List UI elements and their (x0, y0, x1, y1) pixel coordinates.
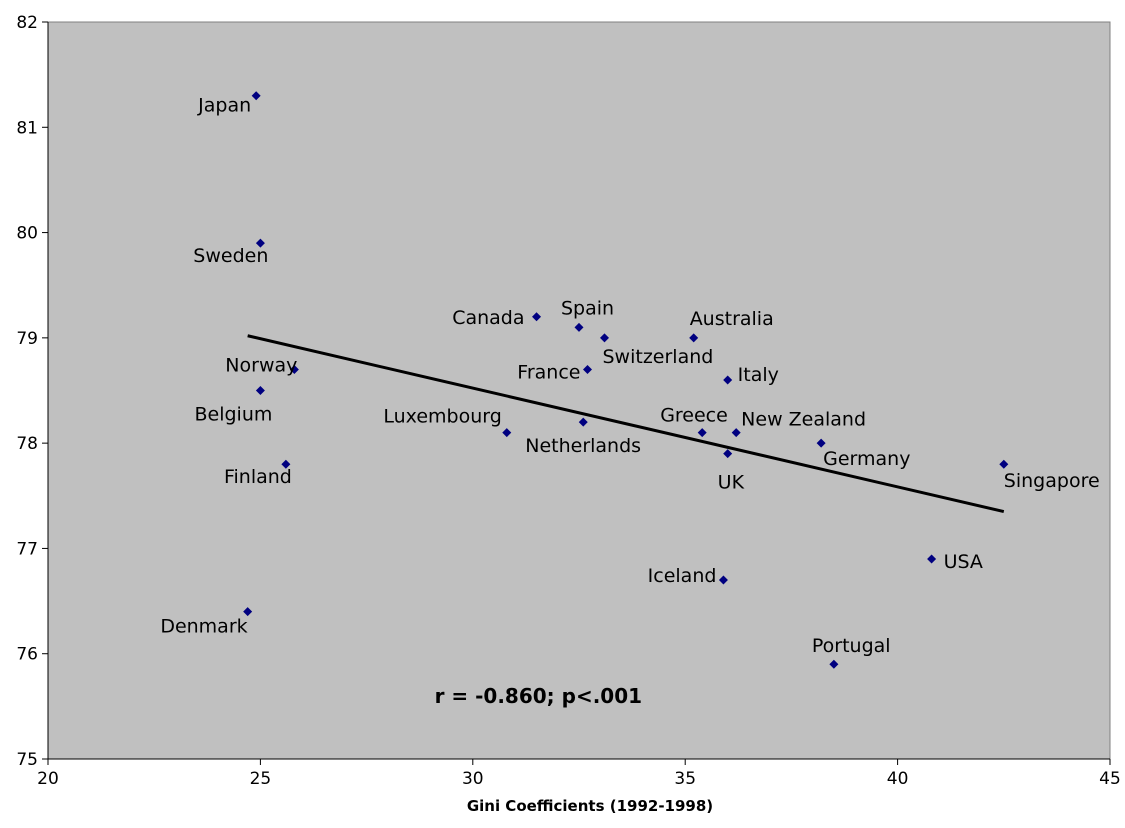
axis-ticks: 75 76 77 78 79 80 81 82 20 25 30 35 40 45 (16, 13, 1120, 789)
x-tick-label: 45 (1099, 769, 1121, 789)
y-tick-label: 76 (16, 645, 38, 665)
data-point (718, 575, 728, 585)
data-point (281, 459, 291, 469)
data-point (723, 449, 733, 459)
point-label: Sweden (193, 245, 268, 267)
y-tick-label: 79 (16, 329, 38, 349)
data-point (574, 322, 584, 332)
point-labels: Japan Sweden Norway Belgium Finland Denmark Lu… (160, 95, 1099, 658)
data-point (251, 91, 261, 101)
point-label: Finland (224, 466, 292, 488)
point-label: Netherlands (525, 435, 641, 457)
x-tick-label: 20 (37, 769, 59, 789)
point-label: Canada (452, 307, 524, 329)
y-tick-label: 77 (16, 539, 38, 559)
x-tick-label: 30 (462, 769, 484, 789)
point-label: Iceland (648, 565, 717, 587)
point-label: USA (944, 551, 983, 573)
data-point (816, 438, 826, 448)
point-label: Norway (225, 354, 297, 376)
correlation-annotation: r = -0.860; p<.001 (435, 684, 643, 708)
y-tick-label: 81 (16, 118, 38, 138)
point-label: Portugal (812, 635, 891, 657)
data-point (927, 554, 937, 564)
data-point (723, 375, 733, 385)
point-label: France (517, 361, 580, 383)
point-label: New Zealand (741, 409, 866, 431)
data-point (582, 364, 592, 374)
point-label: Singapore (1004, 470, 1100, 492)
data-point (829, 659, 839, 669)
data-point (243, 607, 253, 617)
point-label: Germany (823, 448, 910, 470)
data-point (599, 333, 609, 343)
data-point (255, 386, 265, 395)
data-point (689, 333, 699, 343)
plot-area (47, 21, 1111, 760)
x-tick-label: 25 (250, 769, 272, 789)
x-axis-title: Gini Coefficients (1992-1998) (467, 797, 713, 815)
data-point (697, 428, 707, 438)
point-label: Luxembourg (383, 406, 501, 428)
x-tick-label: 35 (674, 769, 696, 789)
data-points (243, 91, 1009, 669)
point-label: Italy (738, 364, 779, 386)
data-point (289, 364, 299, 374)
point-label: Australia (690, 308, 774, 330)
point-label: Greece (660, 405, 728, 427)
y-tick-label: 78 (16, 434, 38, 454)
trendline (247, 334, 1005, 514)
y-tick-label: 80 (16, 224, 38, 244)
x-tick-label: 40 (887, 769, 909, 789)
annotations: r = -0.860; p<.001 (435, 684, 643, 708)
trendline-group (247, 334, 1005, 514)
data-point (502, 428, 512, 438)
point-label: Spain (561, 297, 614, 319)
point-label: Denmark (160, 616, 247, 638)
point-label: Japan (197, 95, 251, 117)
y-tick-label: 82 (16, 13, 38, 33)
point-label: Belgium (194, 404, 272, 426)
y-tick-label: 75 (16, 750, 38, 770)
point-label: Switzerland (602, 346, 713, 368)
data-point (532, 312, 542, 322)
data-point (255, 238, 265, 248)
data-point (578, 417, 588, 427)
data-point (731, 428, 741, 438)
point-label: UK (718, 472, 745, 494)
data-point (999, 459, 1009, 469)
